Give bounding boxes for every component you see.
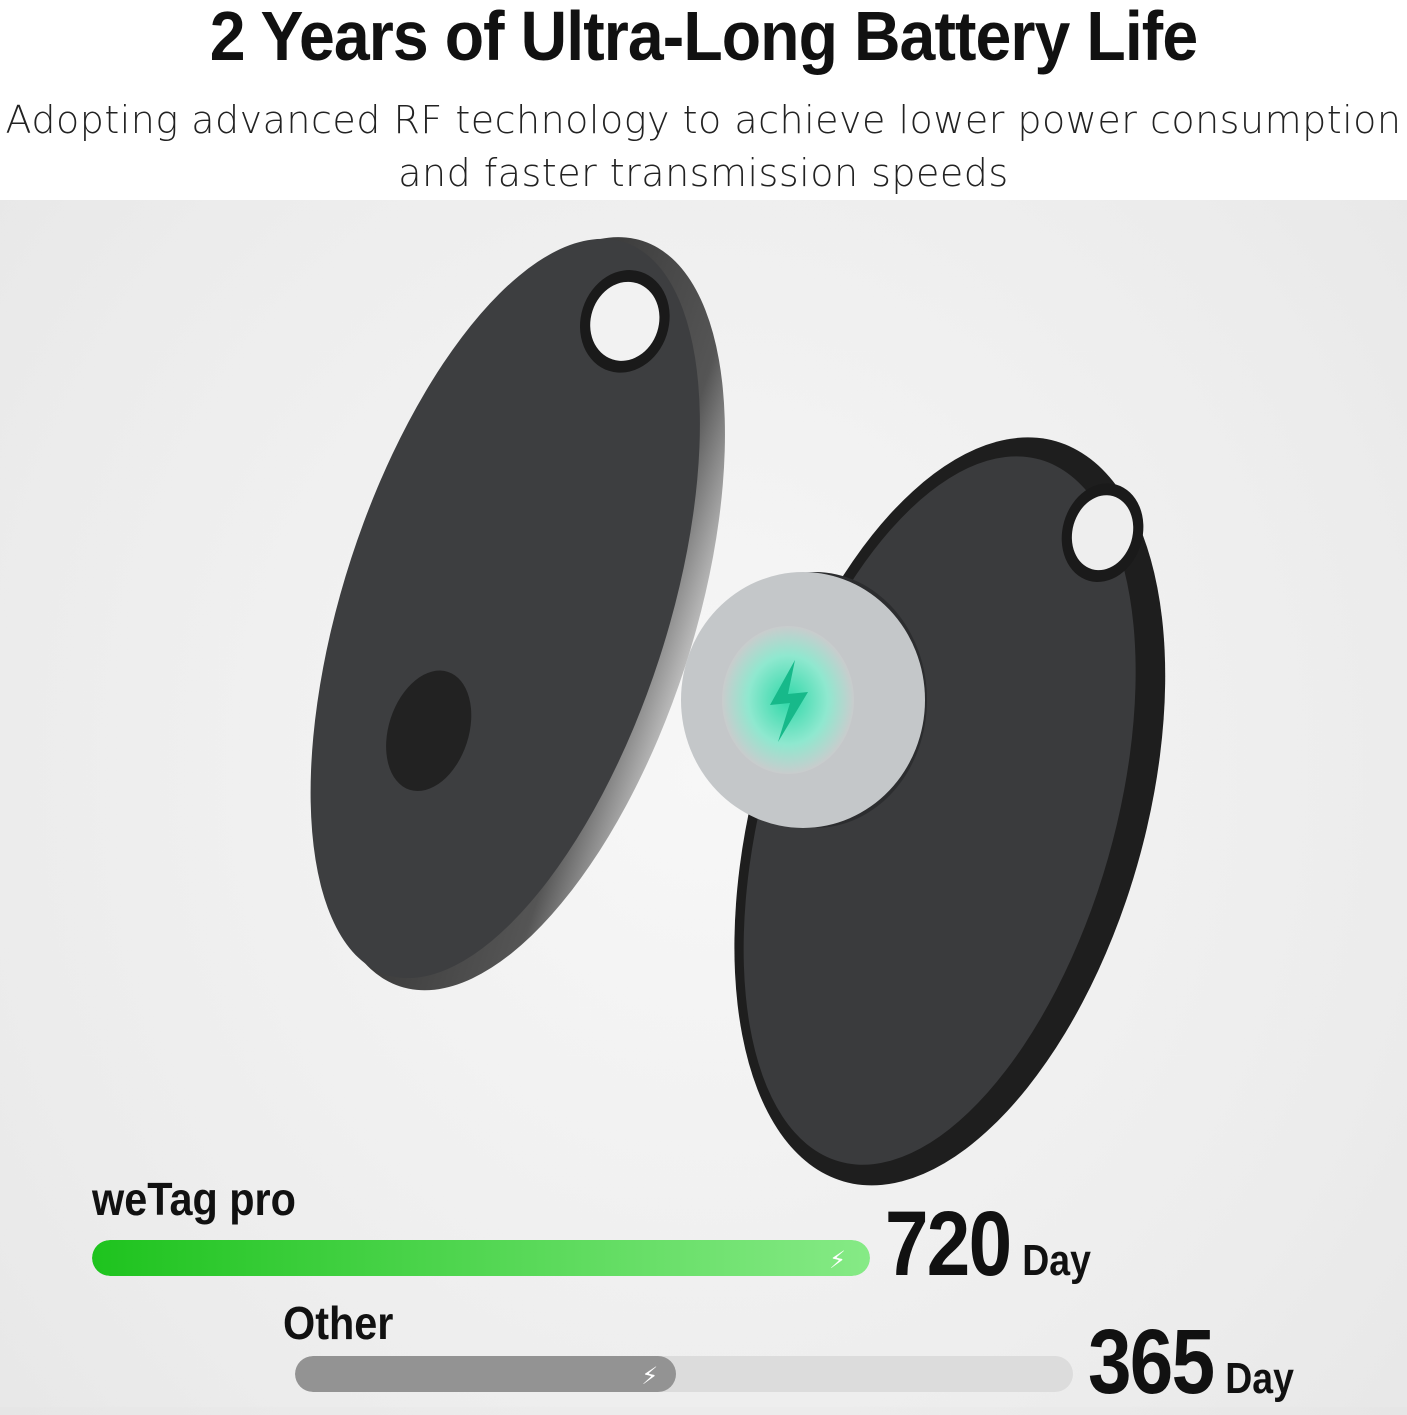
header-background [0, 0, 1407, 200]
other-battery-bar: ⚡︎ [295, 1356, 1073, 1392]
page-title: 2 Years of Ultra-Long Battery Life [209, 0, 1198, 75]
subtitle-line-1: Adopting advanced RF technology to achie… [5, 98, 1402, 142]
wetag-pro-label: weTag pro [92, 1173, 296, 1225]
wetag-pro-days-unit: Day [1022, 1236, 1091, 1285]
wetag-pro-days-value: 720 [885, 1193, 1012, 1295]
other-days-value: 365 [1088, 1311, 1215, 1413]
other-days-unit: Day [1225, 1354, 1294, 1403]
charging-puck [681, 572, 927, 828]
other-label: Other [283, 1297, 394, 1349]
subtitle-line-2: and faster transmission speeds [398, 151, 1009, 195]
tracker-front [310, 237, 725, 991]
wetag-pro-days: 720 Day [885, 1192, 1091, 1297]
lightning-bolt-icon: ⚡︎ [641, 1363, 659, 1390]
wetag-pro-battery-bar: ⚡︎ [92, 1240, 870, 1276]
other-days: 365 Day [1088, 1310, 1294, 1415]
button-icon [386, 670, 472, 792]
other-bar-fill: ⚡︎ [295, 1356, 677, 1392]
lightning-bolt-icon: ⚡︎ [829, 1247, 846, 1274]
lightning-bolt-icon [770, 660, 808, 742]
wetag-pro-bar-fill [92, 1240, 870, 1276]
